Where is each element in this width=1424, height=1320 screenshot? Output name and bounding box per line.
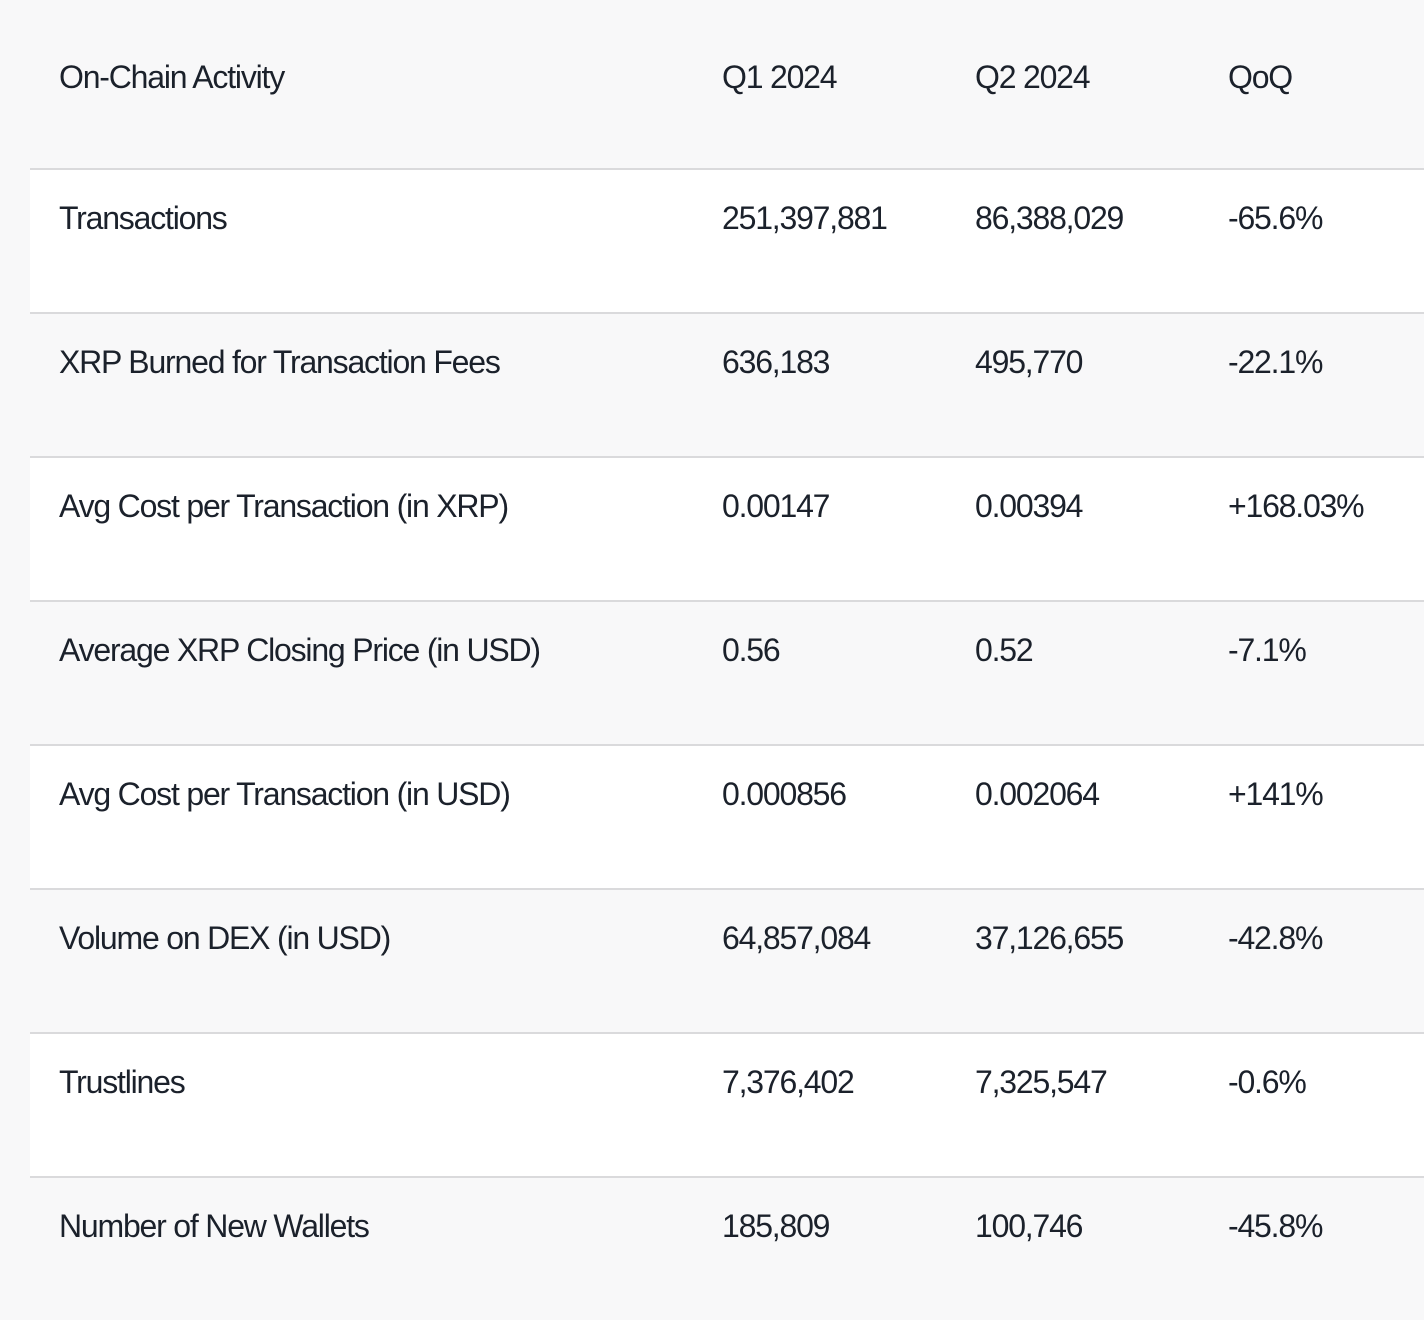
table-header-row: On-Chain Activity Q1 2024 Q2 2024 QoQ bbox=[30, 0, 1424, 168]
table-row-transactions: Transactions 251,397,881 86,388,029 -65.… bbox=[30, 168, 1424, 312]
table-row-new-wallets: Number of New Wallets 185,809 100,746 -4… bbox=[30, 1176, 1424, 1320]
qoq-value: -7.1% bbox=[1228, 632, 1307, 668]
q1-value: 636,183 bbox=[722, 344, 830, 380]
row-label: Average XRP Closing Price (in USD) bbox=[59, 632, 541, 668]
row-label: Trustlines bbox=[59, 1064, 186, 1100]
table-row-avg-cost-xrp: Avg Cost per Transaction (in XRP) 0.0014… bbox=[30, 456, 1424, 600]
table-row-avg-closing-price: Average XRP Closing Price (in USD) 0.56 … bbox=[30, 600, 1424, 744]
header-qoq: QoQ bbox=[1228, 59, 1293, 95]
row-label: Number of New Wallets bbox=[59, 1208, 370, 1244]
q2-value: 7,325,547 bbox=[975, 1064, 1108, 1100]
q1-value: 251,397,881 bbox=[722, 200, 888, 236]
row-label: Transactions bbox=[59, 200, 228, 236]
q2-value: 0.52 bbox=[975, 632, 1034, 668]
qoq-value: -45.8% bbox=[1228, 1208, 1323, 1244]
table-row-avg-cost-usd: Avg Cost per Transaction (in USD) 0.0008… bbox=[30, 744, 1424, 888]
q2-value: 0.00394 bbox=[975, 488, 1083, 524]
q1-value: 64,857,084 bbox=[722, 920, 871, 956]
q1-value: 185,809 bbox=[722, 1208, 830, 1244]
q2-value: 100,746 bbox=[975, 1208, 1083, 1244]
q2-value: 86,388,029 bbox=[975, 200, 1124, 236]
qoq-value: +168.03% bbox=[1228, 488, 1365, 524]
qoq-value: -65.6% bbox=[1228, 200, 1323, 236]
row-label: XRP Burned for Transaction Fees bbox=[59, 344, 501, 380]
qoq-value: -0.6% bbox=[1228, 1064, 1307, 1100]
header-q2-2024: Q2 2024 bbox=[975, 59, 1091, 95]
header-q1-2024: Q1 2024 bbox=[722, 59, 838, 95]
q1-value: 0.56 bbox=[722, 632, 781, 668]
q2-value: 495,770 bbox=[975, 344, 1083, 380]
table-row-trustlines: Trustlines 7,376,402 7,325,547 -0.6% bbox=[30, 1032, 1424, 1176]
on-chain-activity-table: On-Chain Activity Q1 2024 Q2 2024 QoQ Tr… bbox=[30, 0, 1424, 1320]
row-label: Avg Cost per Transaction (in XRP) bbox=[59, 488, 509, 524]
table-row-xrp-burned: XRP Burned for Transaction Fees 636,183 … bbox=[30, 312, 1424, 456]
header-on-chain-activity: On-Chain Activity bbox=[59, 59, 285, 95]
q1-value: 0.000856 bbox=[722, 776, 847, 812]
q2-value: 37,126,655 bbox=[975, 920, 1124, 956]
row-label: Avg Cost per Transaction (in USD) bbox=[59, 776, 511, 812]
row-label: Volume on DEX (in USD) bbox=[59, 920, 391, 956]
q2-value: 0.002064 bbox=[975, 776, 1100, 812]
qoq-value: -22.1% bbox=[1228, 344, 1323, 380]
q1-value: 0.00147 bbox=[722, 488, 830, 524]
table-row-volume-dex: Volume on DEX (in USD) 64,857,084 37,126… bbox=[30, 888, 1424, 1032]
q1-value: 7,376,402 bbox=[722, 1064, 855, 1100]
qoq-value: +141% bbox=[1228, 776, 1324, 812]
qoq-value: -42.8% bbox=[1228, 920, 1323, 956]
